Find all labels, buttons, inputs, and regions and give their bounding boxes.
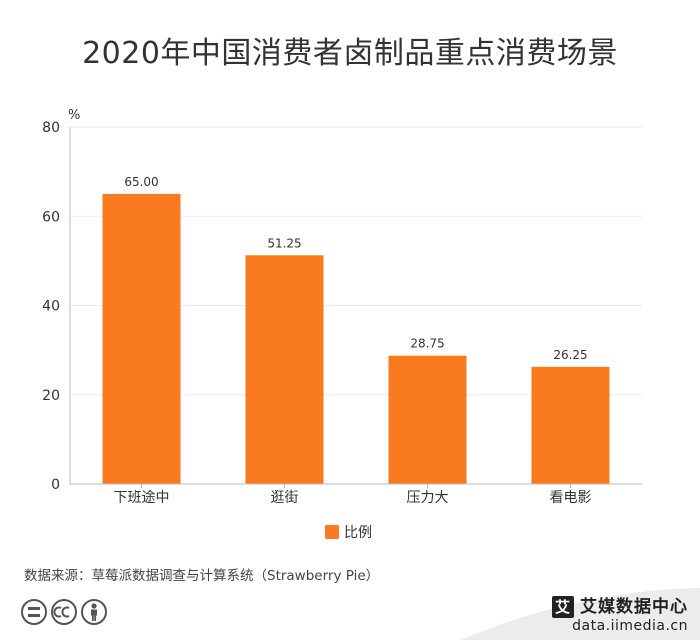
person-icon [81,599,107,625]
bar [531,366,610,484]
bar-chart: 0 20 40 60 80% 65.00 51.25 28.75 26.25 下班途中 逛街 压力… [42,108,642,541]
x-tick-label: 下班途中 [114,489,170,506]
license-icons [21,599,107,625]
chart-title: 2020年中国消费者卤制品重点消费场景 [82,36,618,71]
legend-swatch [325,525,339,539]
brand-url: data.iimedia.cn [572,618,688,634]
brand-swoosh [460,588,700,640]
x-tick-label: 压力大 [407,490,449,506]
y-tick-label: 40 [42,299,60,315]
y-tick-label: 0 [51,477,60,493]
brand-name: 艾媒数据中心 [580,597,688,617]
brand-badge: 艾 [552,596,574,618]
y-tick-label: 80 [42,120,60,136]
bar-value-label: 65.00 [124,175,158,189]
brand-logo: 艾艾媒数据中心 data.iimedia.cn [552,592,688,634]
bar-value-label: 28.75 [410,337,444,351]
equal-icon [21,599,47,625]
source-note: 数据来源：草莓派数据调查与计算系统（Strawberry Pie） [24,568,380,584]
bar [102,193,181,484]
bar-value-label: 51.25 [267,236,301,250]
x-tick-label: 看电影 [550,490,592,506]
x-tick-label: 逛街 [271,490,299,506]
y-tick-label: 60 [42,209,60,225]
legend-label: 比例 [344,525,372,541]
bar [388,355,467,484]
bar-value-label: 26.25 [553,348,587,362]
bar [245,255,324,484]
y-axis-label: % [68,108,80,123]
y-tick-label: 20 [42,388,60,404]
cc-icon [51,599,77,625]
